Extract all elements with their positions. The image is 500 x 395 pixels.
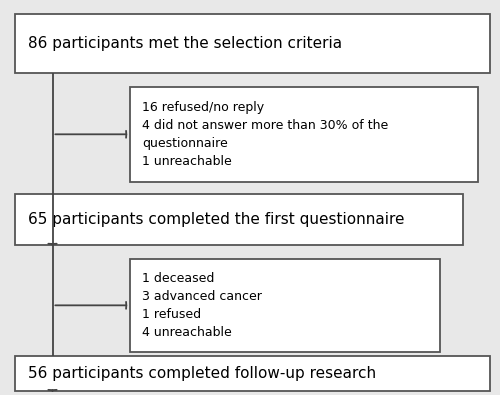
Text: 1 deceased
3 advanced cancer
1 refused
4 unreachable: 1 deceased 3 advanced cancer 1 refused 4…: [142, 272, 262, 339]
Text: 86 participants met the selection criteria: 86 participants met the selection criter…: [28, 36, 342, 51]
Bar: [130, 87, 478, 182]
Bar: [15, 14, 490, 73]
Text: 16 refused/no reply
4 did not answer more than 30% of the
questionnaire
1 unreac: 16 refused/no reply 4 did not answer mor…: [142, 101, 389, 168]
Text: 56 participants completed follow-up research: 56 participants completed follow-up rese…: [28, 366, 376, 381]
Text: 65 participants completed the first questionnaire: 65 participants completed the first ques…: [28, 212, 404, 227]
Bar: [15, 356, 490, 391]
Bar: [15, 194, 462, 245]
Bar: [130, 259, 440, 352]
